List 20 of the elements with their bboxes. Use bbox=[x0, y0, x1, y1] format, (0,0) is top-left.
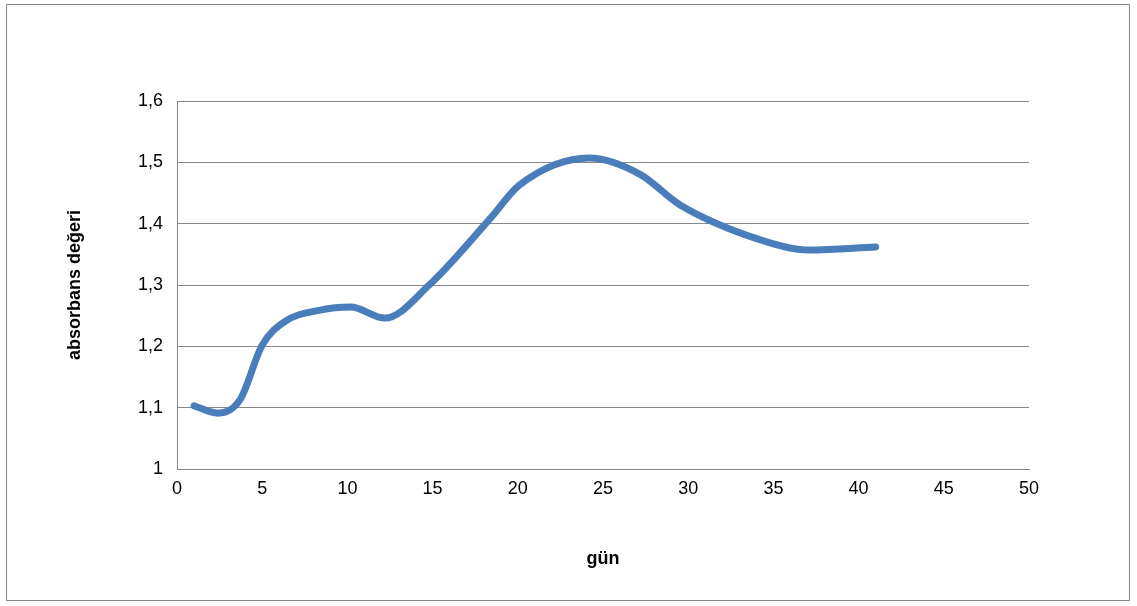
x-tick-label: 45 bbox=[933, 477, 954, 498]
x-tick-label: 0 bbox=[171, 477, 183, 498]
y-tick-label: 1,2 bbox=[137, 335, 163, 356]
x-tick-label: 35 bbox=[763, 477, 784, 498]
y-tick-label: 1,6 bbox=[137, 89, 163, 110]
x-tick-label: 5 bbox=[257, 477, 268, 498]
x-tick-label: 40 bbox=[848, 477, 869, 498]
x-tick-label: 25 bbox=[592, 477, 614, 498]
y-tick-label: 1,1 bbox=[137, 396, 163, 417]
y-tick-label: 1,3 bbox=[137, 273, 163, 294]
x-tick-label: 50 bbox=[1018, 477, 1040, 498]
y-tick-label: 1,4 bbox=[137, 212, 163, 233]
x-tick-label: 20 bbox=[507, 477, 528, 498]
x-tick-label: 15 bbox=[422, 477, 443, 498]
x-tick-label: 10 bbox=[337, 477, 358, 498]
y-axis-title: absorbans değeri bbox=[63, 209, 84, 361]
y-tick-label: 1 bbox=[152, 457, 163, 478]
x-tick-label: 30 bbox=[678, 477, 699, 498]
y-tick-label: 1,5 bbox=[137, 151, 163, 172]
x-axis-title: gün bbox=[586, 548, 620, 569]
